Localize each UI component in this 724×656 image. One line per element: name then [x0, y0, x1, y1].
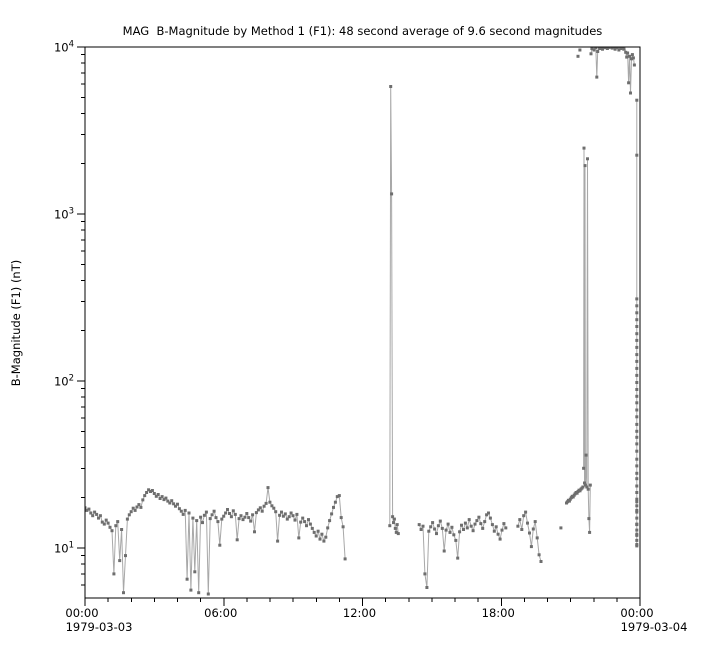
series-midnight-dropline	[635, 98, 639, 548]
series-morning-band	[85, 486, 347, 596]
y-tick-label: 102	[54, 374, 74, 389]
data-series	[85, 47, 639, 596]
y-tick-label: 101	[54, 541, 74, 556]
x-tick-label: 00:00	[620, 606, 653, 620]
x-tick-label: 12:00	[343, 606, 376, 620]
x-date-label: 1979-03-04	[621, 620, 688, 634]
series-evening-cluster	[516, 510, 543, 563]
series-afternoon-band	[417, 511, 508, 589]
series-ramp-band	[565, 485, 585, 505]
series-noon-spike	[388, 85, 400, 536]
y-tick-label: 104	[54, 40, 74, 55]
x-date-label: 1979-03-03	[66, 620, 133, 634]
chart-title: MAG B-Magnitude by Method 1 (F1): 48 sec…	[122, 24, 603, 38]
x-tick-label: 18:00	[482, 606, 515, 620]
axes-frame	[84, 46, 641, 599]
series-saturation-stray-dots	[576, 48, 582, 58]
y-tick-label: 103	[54, 207, 74, 222]
y-axis-ticks: 101 102 103 104	[54, 40, 85, 586]
series-ramp-spikes	[582, 146, 592, 534]
x-tick-label: 00:00	[65, 606, 98, 620]
series-saturation-blob	[589, 47, 636, 95]
x-tick-label: 06:00	[204, 606, 237, 620]
series-isolated-point	[559, 526, 563, 530]
